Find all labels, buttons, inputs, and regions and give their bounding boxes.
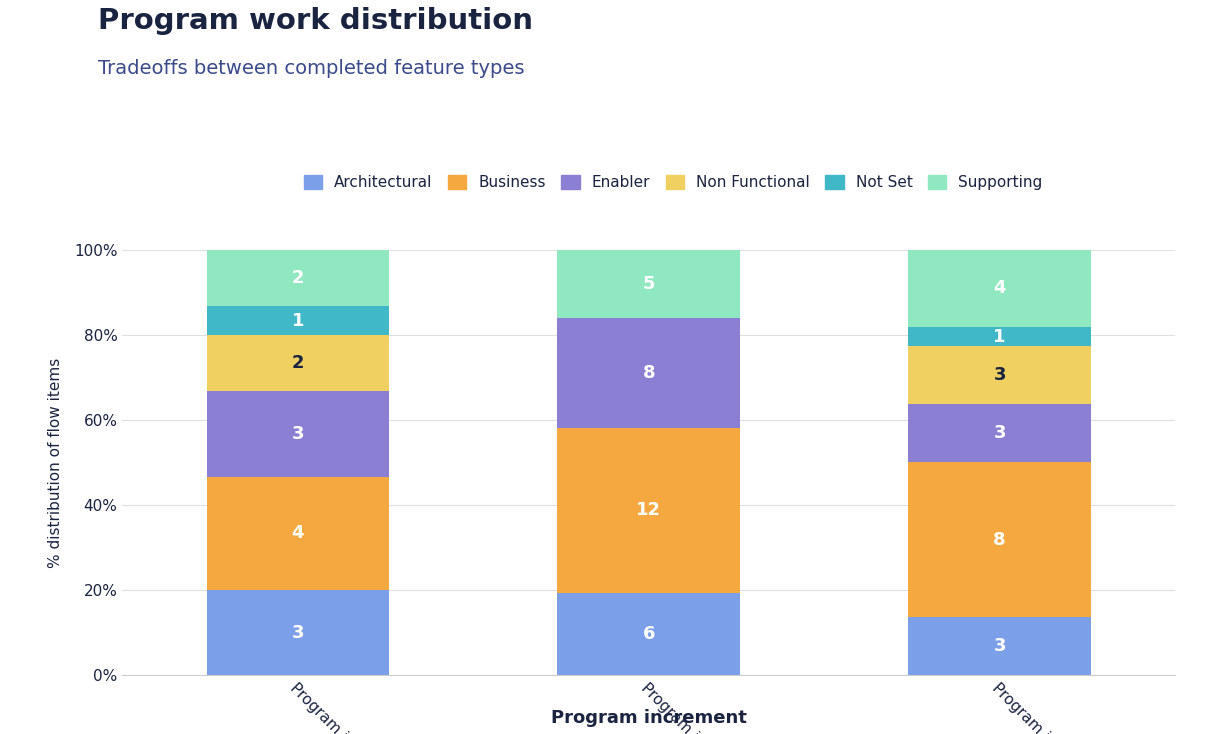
Text: 4: 4 [291,524,304,542]
Text: 5: 5 [643,275,655,293]
Text: 6: 6 [643,625,655,643]
Text: 1: 1 [994,327,1006,346]
Text: 3: 3 [994,366,1006,385]
Text: 2: 2 [291,269,304,287]
Bar [207,590,389,675]
Text: 8: 8 [994,531,1006,549]
Y-axis label: % distribution of flow items: % distribution of flow items [48,357,62,567]
Bar [207,476,389,590]
Bar [908,462,1091,617]
Text: 4: 4 [994,279,1006,297]
Text: 3: 3 [994,637,1006,655]
Bar [207,391,389,476]
Bar [207,306,389,335]
Bar [557,428,741,593]
Text: 1: 1 [291,311,304,330]
Text: Program increment: Program increment [551,708,747,727]
Legend: Architectural, Business, Enabler, Non Functional, Not Set, Supporting: Architectural, Business, Enabler, Non Fu… [297,169,1049,197]
Text: Tradeoffs between completed feature types: Tradeoffs between completed feature type… [98,59,524,78]
Bar [908,327,1091,346]
Bar [908,346,1091,404]
Bar [207,335,389,391]
Text: 3: 3 [994,424,1006,443]
Bar [557,593,741,675]
Bar [557,319,741,428]
Text: 3: 3 [291,624,304,642]
Bar [908,250,1091,327]
Text: 12: 12 [636,501,661,520]
Bar [908,617,1091,675]
Text: 3: 3 [291,425,304,443]
Bar [557,250,741,319]
Bar [908,404,1091,462]
Text: 8: 8 [643,364,655,382]
Text: Program work distribution: Program work distribution [98,7,532,35]
Text: 2: 2 [291,354,304,372]
Bar [207,250,389,306]
